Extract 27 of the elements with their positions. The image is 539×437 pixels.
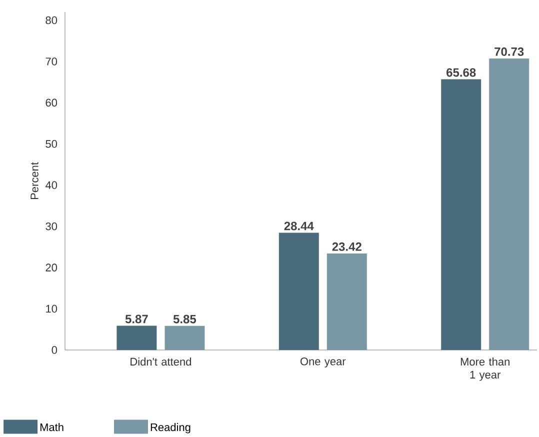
y-tick-label: 60	[46, 99, 58, 107]
y-axis-title: Percent	[30, 162, 38, 200]
x-tick-label: Didn't attend	[130, 358, 191, 366]
y-tick-label: 10	[46, 305, 58, 313]
legend-label: Reading	[150, 423, 190, 434]
data-label: 28.44	[284, 222, 314, 230]
y-tick-label: 40	[45, 181, 58, 190]
legend-label: Math	[40, 423, 64, 432]
y-tick-label: 30	[46, 222, 58, 230]
y-tick-label: 0	[52, 346, 58, 354]
data-label: 70.73	[494, 48, 524, 56]
y-tick-label: 50	[46, 140, 58, 148]
x-tick-label: More than 1 year	[460, 358, 510, 381]
y-tick-label: 70	[46, 58, 58, 66]
data-label: 5.87	[125, 315, 148, 324]
data-label: 65.68	[446, 68, 476, 77]
bar	[278, 233, 319, 350]
y-tick-label: 20	[46, 264, 58, 272]
bar	[116, 326, 157, 350]
bar	[489, 58, 530, 350]
bar	[441, 80, 482, 350]
bar	[164, 326, 205, 350]
data-label: 5.85	[173, 315, 196, 324]
x-tick-label: One year	[300, 358, 346, 368]
y-tick-label: 80	[46, 16, 58, 24]
data-label: 23.42	[332, 242, 362, 252]
bar	[326, 254, 367, 350]
